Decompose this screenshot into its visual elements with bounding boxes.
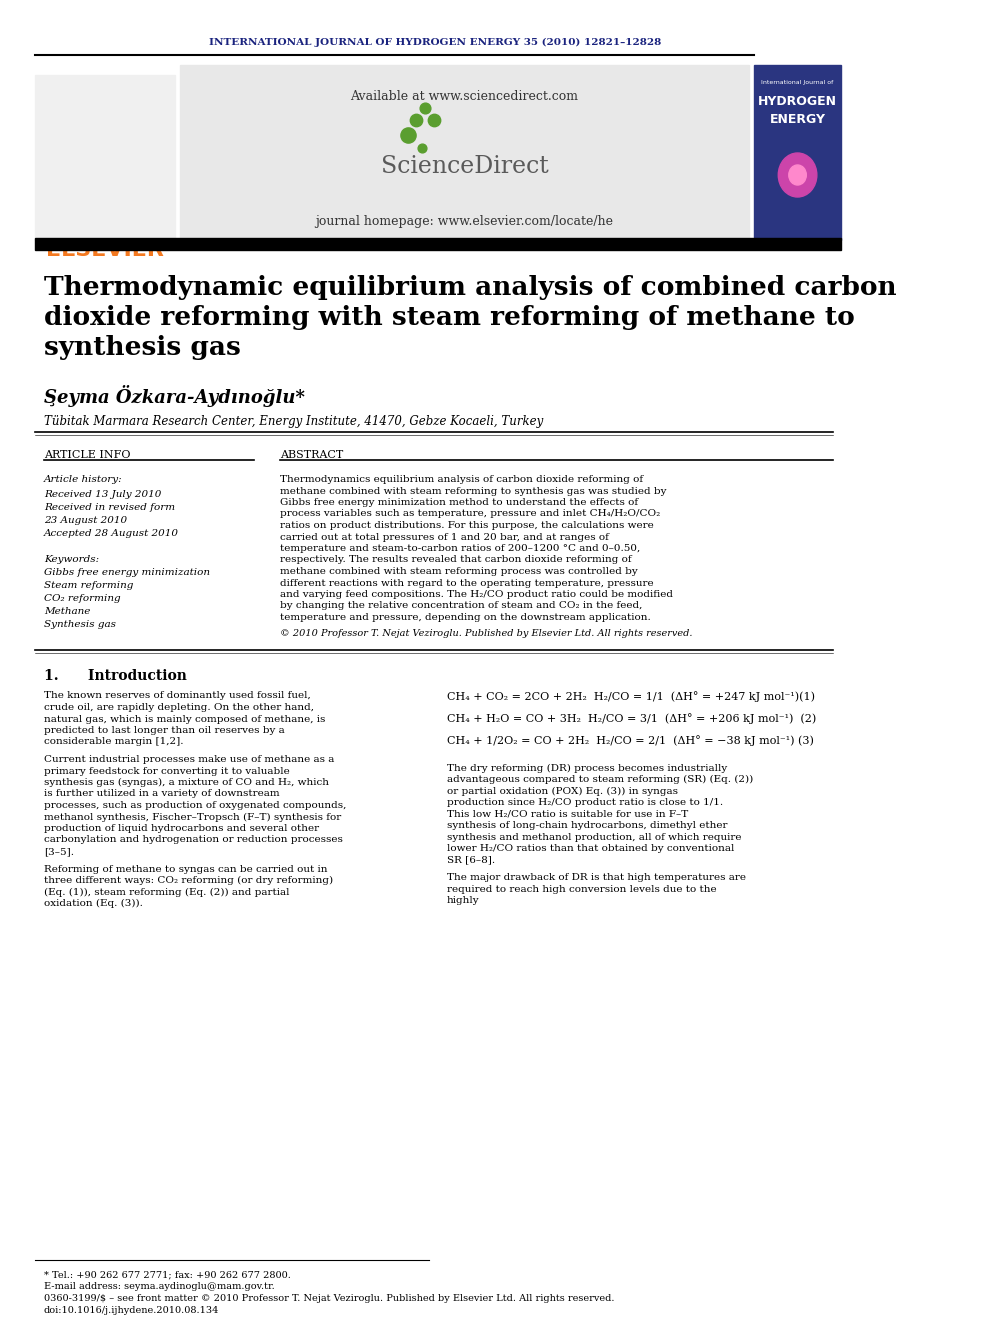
Text: methanol synthesis, Fischer–Tropsch (F–T) synthesis for: methanol synthesis, Fischer–Tropsch (F–T…: [44, 812, 341, 822]
Text: * Tel.: +90 262 677 2771; fax: +90 262 677 2800.: * Tel.: +90 262 677 2771; fax: +90 262 6…: [44, 1270, 291, 1279]
Text: synthesis gas (syngas), a mixture of CO and H₂, which: synthesis gas (syngas), a mixture of CO …: [44, 778, 328, 787]
Text: respectively. The results revealed that carbon dioxide reforming of: respectively. The results revealed that …: [281, 556, 632, 565]
Text: ABSTRACT: ABSTRACT: [281, 450, 343, 460]
Text: oxidation (Eq. (3)).: oxidation (Eq. (3)).: [44, 900, 143, 908]
Point: [417, 98, 433, 119]
Text: Synthesis gas: Synthesis gas: [44, 620, 116, 628]
Point: [409, 110, 425, 131]
Text: ELSEVIER: ELSEVIER: [47, 239, 164, 261]
Text: and varying feed compositions. The H₂/CO product ratio could be modified: and varying feed compositions. The H₂/CO…: [281, 590, 674, 599]
Bar: [35, 75, 176, 239]
Text: synthesis of long-chain hydrocarbons, dimethyl ether: synthesis of long-chain hydrocarbons, di…: [447, 822, 727, 830]
Text: carbonylation and hydrogenation or reduction processes: carbonylation and hydrogenation or reduc…: [44, 836, 342, 844]
Text: The major drawback of DR is that high temperatures are: The major drawback of DR is that high te…: [447, 873, 746, 882]
Text: 23 August 2010: 23 August 2010: [44, 516, 127, 525]
Text: International Journal of: International Journal of: [762, 79, 833, 85]
Text: Gibbs free energy minimization: Gibbs free energy minimization: [44, 568, 210, 577]
Text: Gibbs free energy minimization method to understand the effects of: Gibbs free energy minimization method to…: [281, 497, 639, 507]
Text: highly: highly: [447, 896, 479, 905]
Text: Available at www.sciencedirect.com: Available at www.sciencedirect.com: [350, 90, 578, 103]
Text: by changing the relative concentration of steam and CO₂ in the feed,: by changing the relative concentration o…: [281, 602, 643, 610]
Text: carried out at total pressures of 1 and 20 bar, and at ranges of: carried out at total pressures of 1 and …: [281, 532, 609, 541]
Text: Current industrial processes make use of methane as a: Current industrial processes make use of…: [44, 755, 334, 763]
Text: The known reserves of dominantly used fossil fuel,: The known reserves of dominantly used fo…: [44, 692, 310, 700]
Text: CO₂ reforming: CO₂ reforming: [44, 594, 120, 603]
Text: Keywords:: Keywords:: [44, 556, 99, 564]
Text: Şeyma Özkara-Aydınoğlu*: Şeyma Özkara-Aydınoğlu*: [44, 385, 305, 407]
Text: natural gas, which is mainly composed of methane, is: natural gas, which is mainly composed of…: [44, 714, 325, 724]
Text: This low H₂/CO ratio is suitable for use in F–T: This low H₂/CO ratio is suitable for use…: [447, 810, 688, 819]
Text: Tübitak Marmara Research Center, Energy Institute, 41470, Gebze Kocaeli, Turkey: Tübitak Marmara Research Center, Energy …: [44, 415, 543, 429]
Text: SR [6–8].: SR [6–8].: [447, 856, 495, 864]
Circle shape: [789, 165, 806, 185]
Text: different reactions with regard to the operating temperature, pressure: different reactions with regard to the o…: [281, 578, 654, 587]
Text: [3–5].: [3–5].: [44, 847, 73, 856]
Bar: [180, 65, 749, 239]
Text: synthesis and methanol production, all of which require: synthesis and methanol production, all o…: [447, 832, 741, 841]
Point: [415, 138, 431, 159]
Text: Methane: Methane: [44, 607, 90, 617]
Text: INTERNATIONAL JOURNAL OF HYDROGEN ENERGY 35 (2010) 12821–12828: INTERNATIONAL JOURNAL OF HYDROGEN ENERGY…: [208, 38, 661, 48]
Text: CH₄ + 1/2O₂ = CO + 2H₂  H₂/CO = 2/1  (ΔH° = −38 kJ mol⁻¹) (3): CH₄ + 1/2O₂ = CO + 2H₂ H₂/CO = 2/1 (ΔH° …: [447, 736, 813, 746]
Text: is further utilized in a variety of downstream: is further utilized in a variety of down…: [44, 790, 280, 799]
Text: Thermodynamic equilibrium analysis of combined carbon: Thermodynamic equilibrium analysis of co…: [44, 275, 897, 300]
Text: predicted to last longer than oil reserves by a: predicted to last longer than oil reserv…: [44, 726, 285, 736]
Text: methane combined with steam reforming process was controlled by: methane combined with steam reforming pr…: [281, 568, 638, 576]
Text: Received in revised form: Received in revised form: [44, 503, 175, 512]
Text: production of liquid hydrocarbons and several other: production of liquid hydrocarbons and se…: [44, 824, 319, 833]
Text: temperature and steam-to-carbon ratios of 200–1200 °C and 0–0.50,: temperature and steam-to-carbon ratios o…: [281, 544, 641, 553]
Text: three different ways: CO₂ reforming (or dry reforming): three different ways: CO₂ reforming (or …: [44, 876, 333, 885]
Text: production since H₂/CO product ratio is close to 1/1.: production since H₂/CO product ratio is …: [447, 798, 723, 807]
Circle shape: [779, 153, 816, 197]
Text: crude oil, are rapidly depleting. On the other hand,: crude oil, are rapidly depleting. On the…: [44, 703, 313, 712]
Text: The dry reforming (DR) process becomes industrially: The dry reforming (DR) process becomes i…: [447, 763, 727, 773]
Text: or partial oxidation (POX) Eq. (3)) in syngas: or partial oxidation (POX) Eq. (3)) in s…: [447, 786, 678, 795]
Text: required to reach high conversion levels due to the: required to reach high conversion levels…: [447, 885, 716, 893]
Text: ENERGY: ENERGY: [770, 112, 825, 126]
Text: journal homepage: www.elsevier.com/locate/he: journal homepage: www.elsevier.com/locat…: [315, 216, 613, 228]
Point: [400, 124, 416, 146]
Text: ratios on product distributions. For this purpose, the calculations were: ratios on product distributions. For thi…: [281, 521, 654, 531]
Text: CH₄ + H₂O = CO + 3H₂  H₂/CO = 3/1  (ΔH° = +206 kJ mol⁻¹)  (2): CH₄ + H₂O = CO + 3H₂ H₂/CO = 3/1 (ΔH° = …: [447, 713, 816, 725]
Text: E-mail address: seyma.aydinoglu@mam.gov.tr.: E-mail address: seyma.aydinoglu@mam.gov.…: [44, 1282, 275, 1291]
Text: process variables such as temperature, pressure and inlet CH₄/H₂O/CO₂: process variables such as temperature, p…: [281, 509, 661, 519]
Text: synthesis gas: synthesis gas: [44, 335, 241, 360]
Text: 1.      Introduction: 1. Introduction: [44, 669, 186, 684]
Text: processes, such as production of oxygenated compounds,: processes, such as production of oxygena…: [44, 800, 346, 810]
Text: 0360-3199/$ – see front matter © 2010 Professor T. Nejat Veziroglu. Published by: 0360-3199/$ – see front matter © 2010 Pr…: [44, 1294, 614, 1303]
Text: ScienceDirect: ScienceDirect: [381, 155, 549, 179]
Text: CH₄ + CO₂ = 2CO + 2H₂  H₂/CO = 1/1  (ΔH° = +247 kJ mol⁻¹)(1): CH₄ + CO₂ = 2CO + 2H₂ H₂/CO = 1/1 (ΔH° =…: [447, 692, 815, 703]
Bar: [35, 238, 841, 250]
Text: Thermodynamics equilibrium analysis of carbon dioxide reforming of: Thermodynamics equilibrium analysis of c…: [281, 475, 644, 484]
Text: Reforming of methane to syngas can be carried out in: Reforming of methane to syngas can be ca…: [44, 864, 327, 873]
Text: temperature and pressure, depending on the downstream application.: temperature and pressure, depending on t…: [281, 613, 651, 622]
Text: advantageous compared to steam reforming (SR) (Eq. (2)): advantageous compared to steam reforming…: [447, 775, 753, 785]
Point: [426, 110, 441, 131]
Bar: [754, 65, 841, 239]
Text: Accepted 28 August 2010: Accepted 28 August 2010: [44, 529, 179, 538]
Text: Received 13 July 2010: Received 13 July 2010: [44, 490, 161, 499]
Text: Steam reforming: Steam reforming: [44, 581, 133, 590]
Text: (Eq. (1)), steam reforming (Eq. (2)) and partial: (Eq. (1)), steam reforming (Eq. (2)) and…: [44, 888, 290, 897]
Text: dioxide reforming with steam reforming of methane to: dioxide reforming with steam reforming o…: [44, 306, 854, 329]
Text: © 2010 Professor T. Nejat Veziroglu. Published by Elsevier Ltd. All rights reser: © 2010 Professor T. Nejat Veziroglu. Pub…: [281, 630, 693, 639]
Text: Article history:: Article history:: [44, 475, 122, 484]
Text: considerable margin [1,2].: considerable margin [1,2].: [44, 737, 184, 746]
Text: doi:10.1016/j.ijhydene.2010.08.134: doi:10.1016/j.ijhydene.2010.08.134: [44, 1306, 219, 1315]
Text: methane combined with steam reforming to synthesis gas was studied by: methane combined with steam reforming to…: [281, 487, 667, 496]
Text: primary feedstock for converting it to valuable: primary feedstock for converting it to v…: [44, 766, 290, 775]
Text: ARTICLE INFO: ARTICLE INFO: [44, 450, 130, 460]
Text: HYDROGEN: HYDROGEN: [758, 95, 837, 108]
Text: lower H₂/CO ratios than that obtained by conventional: lower H₂/CO ratios than that obtained by…: [447, 844, 734, 853]
